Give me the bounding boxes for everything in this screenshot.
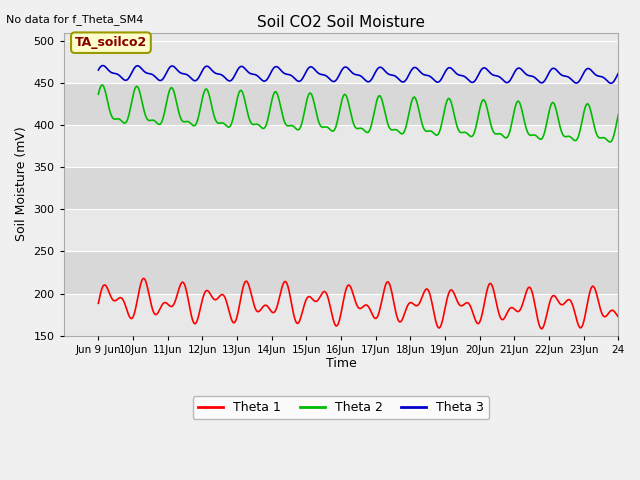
Text: No data for f_Theta_SM4: No data for f_Theta_SM4 [6, 14, 144, 25]
X-axis label: Time: Time [326, 358, 356, 371]
Bar [64, 252, 618, 294]
Bar [64, 209, 618, 252]
Bar [64, 294, 618, 336]
Bar [64, 83, 618, 125]
Bar [64, 41, 618, 83]
Y-axis label: Soil Moisture (mV): Soil Moisture (mV) [15, 127, 28, 241]
Bar [64, 125, 618, 167]
Legend: Theta 1, Theta 2, Theta 3: Theta 1, Theta 2, Theta 3 [193, 396, 489, 420]
Title: Soil CO2 Soil Moisture: Soil CO2 Soil Moisture [257, 15, 425, 30]
Text: TA_soilco2: TA_soilco2 [75, 36, 147, 49]
Bar [64, 167, 618, 209]
